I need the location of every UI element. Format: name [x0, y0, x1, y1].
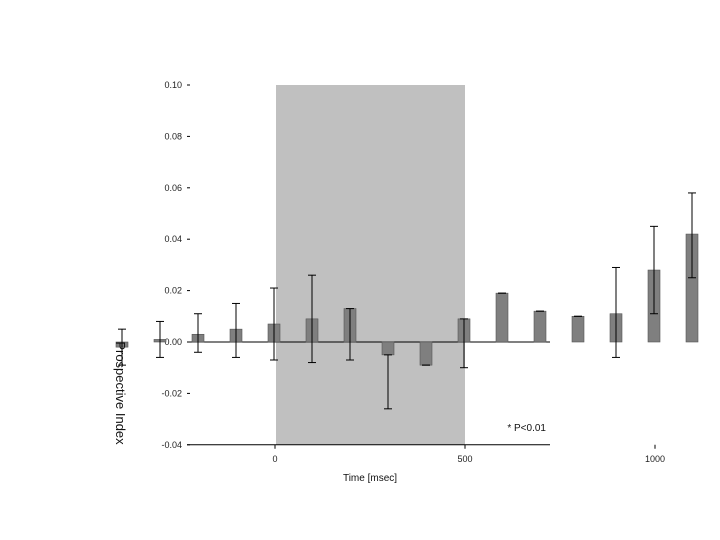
error-bars	[118, 192, 696, 410]
labels: Time [msec] Prospective Index * P<0.01	[113, 341, 546, 484]
y-tick-label: 0.06	[164, 183, 182, 193]
x-axis-title: Time [msec]	[343, 473, 397, 484]
y-tick-label: -0.04	[161, 440, 182, 450]
bar	[381, 341, 395, 356]
shaded-stimulus-region	[276, 85, 465, 445]
x-tick-label: 1000	[645, 454, 665, 464]
y-tick-label: -0.02	[161, 388, 182, 398]
axes: -0.04 -0.02 0.00 0.02 0.04 0.06 0.08 0.10 0 500 10…	[161, 80, 665, 464]
bar	[419, 341, 433, 366]
bar	[495, 292, 509, 343]
y-tick-label: 0.10	[164, 80, 182, 90]
significance-annotation: * P<0.01	[507, 423, 546, 434]
x-tick-label: 500	[457, 454, 472, 464]
y-tick-label: 0.04	[164, 234, 182, 244]
y-tick-label: 0.00	[164, 337, 182, 347]
y-axis-title: Prospective Index	[113, 341, 128, 445]
y-tick-label: 0.02	[164, 286, 182, 296]
y-tick-label: 0.08	[164, 131, 182, 141]
bar	[533, 310, 547, 343]
shaded-region	[276, 85, 465, 445]
bar	[571, 315, 585, 343]
x-tick-label: 0	[272, 454, 277, 464]
